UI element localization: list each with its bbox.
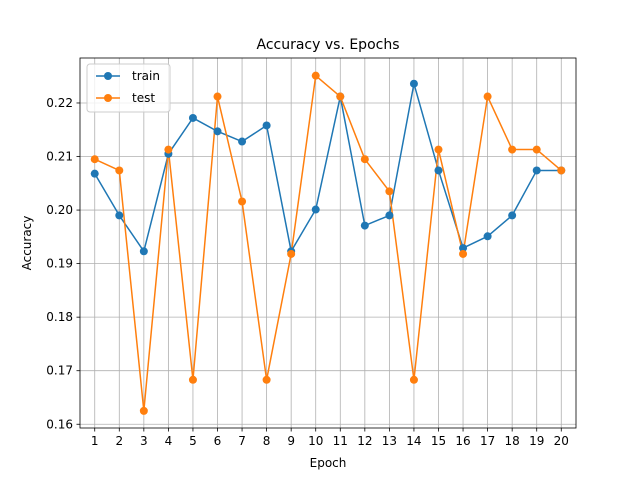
data-point-train <box>508 211 517 220</box>
data-point-test <box>508 145 517 154</box>
x-tick-label: 10 <box>308 434 323 448</box>
x-tick-label: 20 <box>554 434 569 448</box>
x-tick-label: 13 <box>382 434 397 448</box>
data-point-test <box>115 166 124 175</box>
data-point-test <box>139 406 148 415</box>
data-point-train <box>139 247 148 256</box>
x-tick-label: 3 <box>140 434 148 448</box>
data-point-test <box>262 375 271 384</box>
data-point-train <box>90 169 99 178</box>
y-tick-label: 0.17 <box>46 364 73 378</box>
data-point-test <box>459 249 468 258</box>
data-point-test <box>532 145 541 154</box>
data-point-train <box>213 127 222 136</box>
x-tick-label: 11 <box>333 434 348 448</box>
data-point-train <box>434 166 443 175</box>
y-axis: 0.16 0.17 0.18 0.19 0.20 0.21 0.22 <box>46 96 80 431</box>
data-point-train <box>360 221 369 230</box>
plot-frame <box>79 57 577 429</box>
y-tick-label: 0.19 <box>46 257 73 271</box>
data-point-train <box>459 244 468 253</box>
x-axis-label: Epoch <box>310 456 347 470</box>
data-point-train <box>311 205 320 214</box>
data-point-test <box>336 92 345 101</box>
data-point-test <box>483 92 492 101</box>
legend-marker-test <box>104 94 112 102</box>
data-point-train <box>385 211 394 220</box>
data-point-test <box>238 197 247 206</box>
x-tick-label: 4 <box>165 434 173 448</box>
data-point-test <box>164 145 173 154</box>
x-tick-label: 19 <box>529 434 544 448</box>
x-tick-label: 18 <box>505 434 520 448</box>
y-tick-label: 0.20 <box>46 203 73 217</box>
data-point-test <box>409 375 418 384</box>
data-point-test <box>90 155 99 164</box>
x-tick-label: 8 <box>263 434 271 448</box>
y-tick-label: 0.21 <box>46 150 73 164</box>
x-tick-label: 6 <box>214 434 222 448</box>
x-tick-label: 12 <box>357 434 372 448</box>
x-tick-label: 2 <box>115 434 123 448</box>
x-tick-label: 7 <box>238 434 246 448</box>
y-tick-label: 0.18 <box>46 310 73 324</box>
legend: train test <box>86 63 171 113</box>
data-point-test <box>385 187 394 196</box>
data-point-test <box>311 71 320 80</box>
data-point-train <box>262 121 271 130</box>
y-tick-label: 0.22 <box>46 96 73 110</box>
y-axis-label: Accuracy <box>20 216 34 271</box>
series-line-train <box>94 82 562 253</box>
chart-title: Accuracy vs. Epochs <box>256 37 399 53</box>
x-axis: 1 2 3 4 5 6 7 8 9 10 11 12 13 14 15 16 17 18 19 20 <box>91 428 569 448</box>
data-point-train <box>409 79 418 88</box>
data-point-test <box>557 166 566 175</box>
series-layer <box>90 71 566 415</box>
data-point-test <box>287 249 296 258</box>
grid <box>80 58 576 428</box>
data-point-test <box>360 155 369 164</box>
data-point-train <box>532 166 541 175</box>
x-tick-label: 16 <box>455 434 470 448</box>
x-tick-label: 1 <box>91 434 99 448</box>
data-point-train <box>483 232 492 241</box>
data-point-test <box>188 375 197 384</box>
x-tick-label: 9 <box>287 434 295 448</box>
x-tick-label: 5 <box>189 434 197 448</box>
x-tick-label: 15 <box>431 434 446 448</box>
x-tick-label: 17 <box>480 434 495 448</box>
legend-label-test: test <box>132 91 155 105</box>
data-point-train <box>115 211 124 220</box>
series-line-test <box>94 74 562 412</box>
x-tick-label: 14 <box>406 434 421 448</box>
y-tick-label: 0.16 <box>46 417 73 431</box>
data-point-test <box>213 92 222 101</box>
legend-marker-train <box>104 72 112 80</box>
data-point-test <box>434 145 443 154</box>
data-point-train <box>238 137 247 146</box>
data-point-train <box>188 113 197 122</box>
legend-label-train: train <box>132 69 160 83</box>
